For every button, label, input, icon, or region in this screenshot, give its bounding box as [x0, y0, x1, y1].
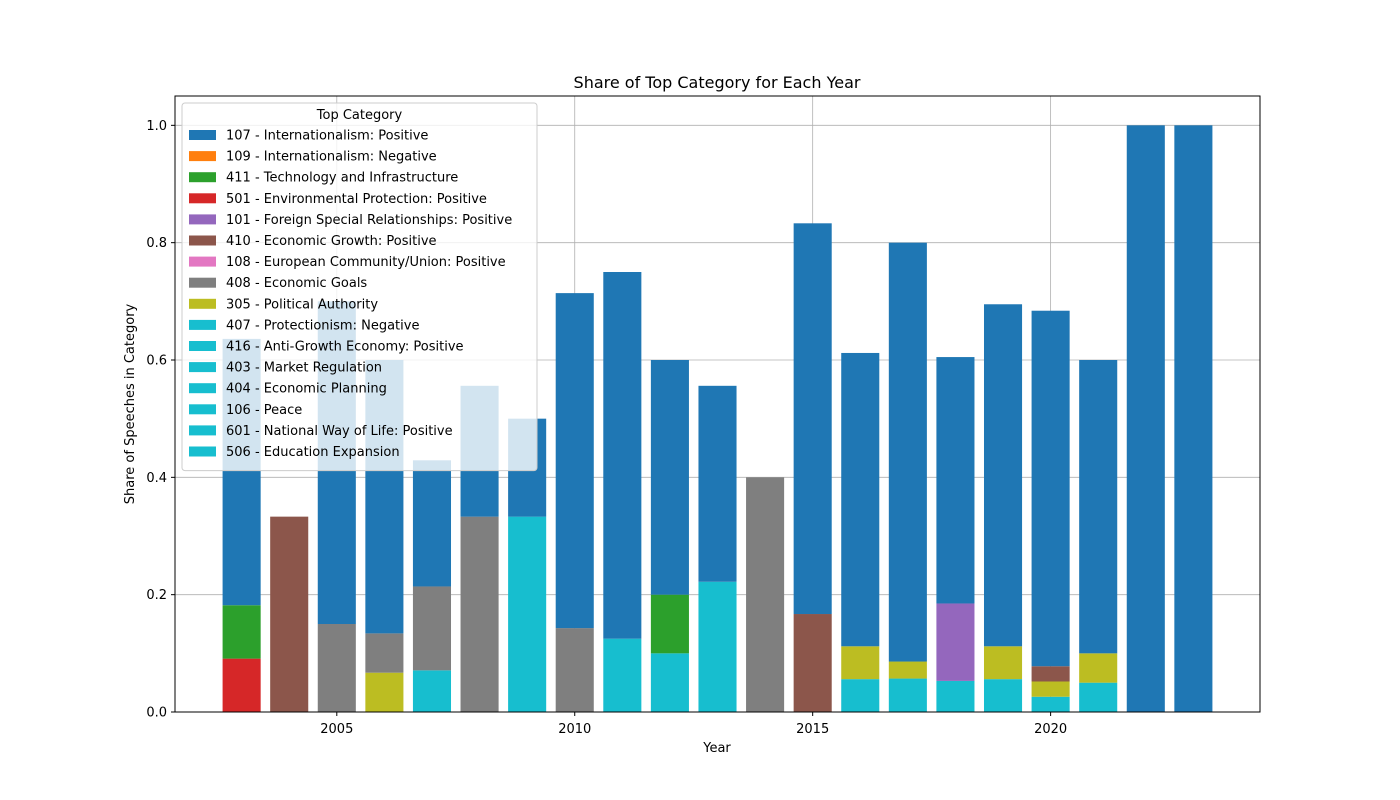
bar-2006-segment-0: [365, 672, 404, 712]
legend: Top Category 107 - Internationalism: Pos…: [181, 102, 538, 472]
bar-2017-segment-1: [888, 661, 927, 679]
bar-2007-segment-0: [412, 670, 452, 712]
legend-label-12: 404 - Economic Planning: [226, 382, 387, 397]
x-tick-label-2020: 2020: [1034, 722, 1067, 737]
legend-label-6: 108 - European Community/Union: Positive: [226, 255, 506, 270]
x-axis-ticks: 2005 2010 2015 2020: [320, 712, 1067, 737]
bar-2019-segment-2: [983, 304, 1023, 647]
legend-swatch-9: [189, 319, 216, 330]
bar-2010-segment-0: [555, 628, 594, 712]
bar-2008-segment-0: [460, 516, 499, 712]
bar-2017-segment-2: [888, 242, 927, 662]
x-tick-label-2015: 2015: [796, 722, 829, 737]
legend-label-7: 408 - Economic Goals: [226, 276, 367, 291]
bar-2020-segment-2: [1031, 666, 1070, 682]
legend-swatch-12: [189, 383, 216, 394]
bar-2022-segment-0: [1126, 125, 1165, 713]
plot-frame: [174, 95, 1261, 713]
y-tick-label-0: 0.0: [146, 706, 167, 721]
bar-2016-segment-1: [841, 646, 880, 680]
y-tick-label-4: 0.8: [146, 236, 167, 251]
legend-box: [181, 102, 538, 472]
x-tick-label-2010: 2010: [558, 722, 591, 737]
x-axis-label: Year: [702, 741, 731, 756]
bar-2010-segment-1: [555, 293, 594, 629]
legend-label-3: 501 - Environmental Protection: Positive: [226, 192, 487, 207]
legend-swatch-2: [189, 172, 216, 183]
bar-2021-segment-1: [1079, 653, 1118, 683]
bar-2011-segment-1: [603, 272, 642, 639]
bar-2013-segment-0: [698, 581, 737, 712]
bar-2015-segment-1: [793, 223, 832, 615]
legend-swatch-15: [189, 446, 216, 457]
bar-2016-segment-2: [841, 352, 880, 647]
legend-swatch-8: [189, 298, 216, 309]
bar-2023-segment-0: [1174, 125, 1213, 713]
bar-2004-segment-0: [270, 516, 309, 712]
bar-2012-segment-0: [650, 653, 689, 712]
y-axis-label: Share of Speeches in Category: [123, 303, 138, 504]
legend-swatch-11: [189, 362, 216, 373]
legend-swatch-3: [189, 193, 216, 204]
bar-2015-segment-0: [793, 614, 832, 712]
bar-2011-segment-0: [603, 638, 642, 712]
bar-2017-segment-0: [888, 678, 927, 712]
bar-2007-segment-1: [412, 586, 452, 671]
legend-label-1: 109 - Internationalism: Negative: [226, 150, 437, 165]
bar-2021-segment-0: [1079, 682, 1118, 712]
y-tick-label-2: 0.4: [146, 471, 167, 486]
bar-2014-segment-0: [746, 477, 785, 712]
bar-2020-segment-1: [1031, 681, 1070, 697]
bar-2016-segment-0: [841, 679, 880, 712]
legend-label-10: 416 - Anti-Growth Economy: Positive: [226, 340, 464, 355]
legend-label-2: 411 - Technology and Infrastructure: [226, 171, 458, 186]
legend-items: 107 - Internationalism: Positive 109 - In…: [189, 129, 512, 460]
bar-2003-segment-1: [222, 605, 261, 659]
chart-title: Share of Top Category for Each Year: [574, 73, 861, 92]
legend-label-8: 305 - Political Authority: [226, 297, 378, 312]
legend-swatch-1: [189, 151, 216, 162]
bar-2019-segment-1: [983, 646, 1023, 680]
legend-label-5: 410 - Economic Growth: Positive: [226, 234, 437, 249]
bar-2006-segment-1: [365, 633, 404, 673]
bar-2003-segment-0: [222, 658, 261, 712]
legend-swatch-4: [189, 214, 216, 225]
legend-label-13: 106 - Peace: [226, 403, 302, 418]
bar-2018-segment-0: [936, 680, 975, 712]
bar-2007-segment-2: [412, 460, 452, 587]
bar-2009-segment-0: [508, 516, 547, 712]
legend-label-14: 601 - National Way of Life: Positive: [226, 424, 453, 439]
bar-2020-segment-3: [1031, 310, 1070, 667]
legend-label-11: 403 - Market Regulation: [226, 361, 382, 376]
bar-2005-segment-0: [317, 624, 356, 712]
bar-2019-segment-0: [983, 679, 1023, 712]
bar-2018-segment-2: [936, 357, 975, 604]
bar-2021-segment-2: [1079, 360, 1118, 654]
legend-label-4: 101 - Foreign Special Relationships: Pos…: [226, 213, 512, 228]
legend-swatch-14: [189, 425, 216, 436]
bar-2020-segment-0: [1031, 696, 1070, 712]
legend-label-0: 107 - Internationalism: Positive: [226, 129, 428, 144]
legend-title: Top Category: [316, 108, 403, 123]
bar-2012-segment-2: [650, 360, 689, 595]
legend-label-9: 407 - Protectionism: Negative: [226, 318, 419, 333]
y-tick-label-3: 0.6: [146, 354, 167, 369]
bar-2012-segment-1: [650, 594, 689, 654]
legend-swatch-7: [189, 277, 216, 288]
legend-swatch-6: [189, 256, 216, 267]
y-axis-ticks: 0.0 0.2 0.4 0.6 0.8 1.0: [146, 119, 175, 721]
y-tick-label-1: 0.2: [146, 588, 167, 603]
legend-swatch-13: [189, 404, 216, 415]
bars: [222, 125, 1213, 713]
legend-swatch-5: [189, 235, 216, 246]
bar-2018-segment-1: [936, 603, 975, 681]
legend-label-15: 506 - Education Expansion: [226, 445, 400, 460]
x-tick-label-2005: 2005: [320, 722, 353, 737]
bar-2013-segment-1: [698, 385, 737, 582]
legend-swatch-0: [189, 130, 216, 140]
legend-swatch-10: [189, 341, 216, 351]
y-tick-label-5: 1.0: [146, 119, 167, 134]
